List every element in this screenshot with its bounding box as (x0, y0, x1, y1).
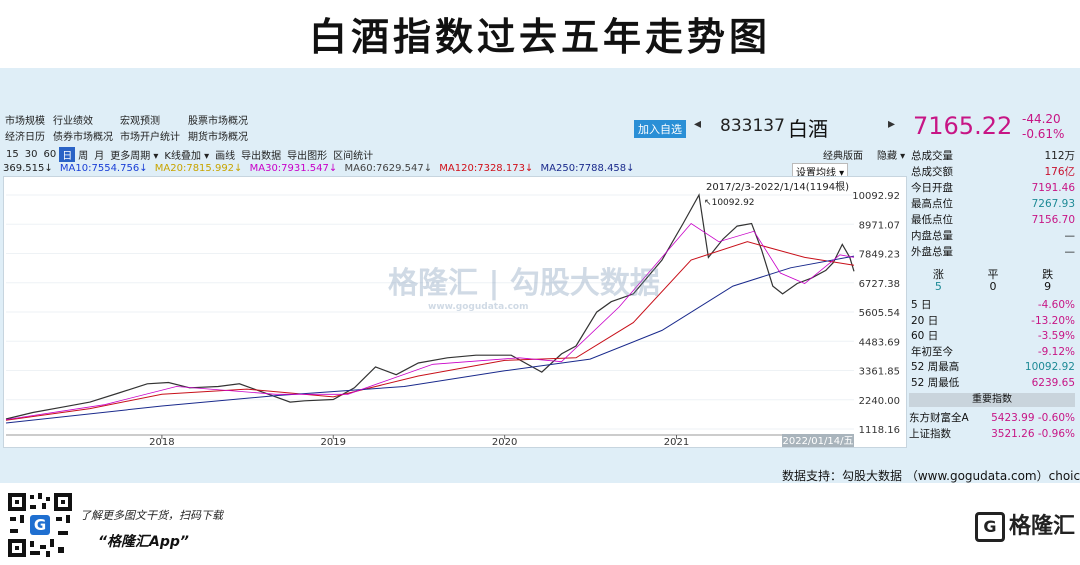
stock-code: 833137 (720, 116, 785, 136)
range-stats-button[interactable]: 区间统计 (333, 150, 374, 162)
quote-row: 最低点位 7156.70 (911, 214, 1075, 226)
y-tick-label: 8971.07 (859, 220, 900, 231)
quote-row: 总成交额 176亿 (911, 166, 1075, 178)
y-tick-label: 6727.38 (859, 279, 900, 290)
quote-row: 外盘总量 — (911, 246, 1075, 258)
series-line (5, 255, 855, 424)
link-macro-forecast[interactable]: 宏观预测 (120, 116, 160, 127)
performance-table: 5 日 -4.60% 20 日 -13.20% 60 日 -3.59% 年初至今 -9.… (911, 298, 1075, 391)
last-price: 7165.22 (913, 112, 1013, 140)
series-line (5, 241, 855, 421)
ma-legend-item: MA30:7931.547↓ (249, 163, 338, 174)
ma-legend-item: MA10:7554.756↓ (59, 163, 148, 174)
perf-row: 年初至今 -9.12% (911, 345, 1075, 358)
svg-text:G: G (34, 516, 46, 534)
index-row[interactable]: 东方财富全A 5423.99 -0.60% (909, 412, 1075, 424)
chart-svg: 10092.92 8971.07 7849.23 6727.38 5605.54 4483… (5, 191, 900, 447)
y-tick-label: 7849.23 (859, 250, 900, 261)
date-range-label: 2017/2/3-2022/1/14(1194根) (706, 178, 850, 193)
ma-legend: 369.515↓ MA10:7554.756↓ MA20:7815.992↓ M… (3, 163, 639, 174)
period-day[interactable]: 日 (59, 146, 76, 162)
perf-row: 60 日 -3.59% (911, 330, 1075, 342)
x-tick-label: 2021 (664, 437, 689, 447)
link-account-stats[interactable]: 市场开户统计 (120, 132, 180, 143)
layout-toolbar: 经典版面 隐藏 ▾ (820, 147, 908, 162)
promo-app-name: “格隆汇App” (98, 534, 189, 550)
y-tick-label: 3361.85 (859, 367, 900, 378)
price-change: -44.20 -0.61% (1022, 112, 1064, 142)
perf-row: 20 日 -13.20% (911, 314, 1075, 327)
price-chart[interactable]: 10092.92 8971.07 7849.23 6727.38 5605.54 4483… (3, 176, 907, 448)
cursor-date-label: 2022/01/14/五 (782, 436, 853, 447)
link-futures-market[interactable]: 期货市场概况 (188, 132, 248, 143)
ma-legend-item: 369.515↓ (3, 163, 53, 174)
quote-row: 内盘总量 — (911, 230, 1075, 242)
hide-dropdown[interactable]: 隐藏 ▾ (877, 150, 906, 162)
perf-row: 52 周最低 6239.65 (911, 376, 1075, 389)
index-row[interactable]: 上证指数 3521.26 -0.96% (909, 428, 1075, 440)
key-index-header: 重要指数 (909, 393, 1075, 407)
quote-row: 总成交量 112万 (911, 150, 1075, 162)
x-tick-label: 2019 (321, 437, 346, 447)
stock-name: 白酒 (788, 117, 828, 141)
perf-row: 5 日 -4.60% (911, 299, 1075, 311)
ma-legend-item: MA120:7328.173↓ (439, 163, 534, 174)
period-30[interactable]: 30 (24, 148, 38, 160)
prev-stock-icon[interactable]: ◂ (694, 116, 702, 132)
x-tick-label: 2020 (492, 437, 517, 447)
quote-row: 最高点位 7267.93 (911, 198, 1075, 210)
change-pct: -0.61% (1022, 127, 1065, 141)
logo-g-icon: G (975, 512, 1005, 542)
gelonghui-logo: G 格隆汇 (975, 508, 1075, 542)
link-stock-market[interactable]: 股票市场概况 (188, 116, 248, 127)
link-bond-market[interactable]: 债券市场概况 (53, 132, 113, 143)
export-chart-button[interactable]: 导出图形 (287, 150, 328, 162)
classic-layout-button[interactable]: 经典版面 (823, 150, 863, 162)
cursor-date-box (782, 434, 854, 447)
x-tick-label: 2018 (149, 437, 174, 447)
series-line (5, 222, 855, 420)
ma-legend-item: MA250:7788.458↓ (540, 163, 635, 174)
watermark-url: www.gogudata.com (428, 302, 529, 312)
title-band: 白酒指数过去五年走势图 (0, 0, 1080, 68)
period-60[interactable]: 60 (43, 148, 57, 160)
quote-row: 今日开盘 7191.46 (911, 182, 1075, 194)
perf-row: 52 周最高 10092.92 (911, 361, 1075, 373)
y-tick-label: 4483.69 (859, 337, 900, 348)
period-15[interactable]: 15 (6, 148, 19, 160)
y-tick-label: 2240.00 (859, 396, 900, 407)
index-table: 东方财富全A 5423.99 -0.60% 上证指数 3521.26 -0.96% (909, 410, 1075, 442)
period-week[interactable]: 周 (78, 150, 89, 162)
peak-label: ↖10092.92 (704, 198, 754, 208)
draw-line-button[interactable]: 画线 (215, 150, 236, 162)
add-watchlist-button[interactable]: 加入自选 (634, 120, 686, 138)
more-periods-dropdown[interactable]: 更多周期 ▾ (110, 150, 159, 162)
data-source-note: 数据支持：勾股大数据 （www.gogudata.com）choice (782, 469, 1080, 483)
ma-legend-item: MA20:7815.992↓ (154, 163, 243, 174)
y-tick-label: 1118.16 (859, 425, 900, 436)
change-value: -44.20 (1022, 112, 1061, 126)
period-toolbar: 15 30 60 日 周 月 更多周期 ▾ K线叠加 ▾ 画线 导出数据 导出图… (3, 146, 376, 162)
promo-text: 了解更多图文干货，扫码下载 (80, 509, 223, 522)
watermark-text: 格隆汇 | 勾股大数据 (388, 266, 660, 301)
ma-legend-item: MA60:7629.547↓ (344, 163, 433, 174)
y-tick-label: 5605.54 (859, 308, 900, 319)
k-overlay-dropdown[interactable]: K线叠加 ▾ (164, 150, 210, 162)
export-data-button[interactable]: 导出数据 (241, 150, 282, 162)
period-month[interactable]: 月 (94, 150, 105, 162)
quote-table: 总成交量 112万 总成交额 176亿 今日开盘 7191.46 最高点位 7267.9… (911, 148, 1075, 260)
qr-code: G (6, 491, 74, 559)
link-econ-calendar[interactable]: 经济日历 (5, 132, 45, 143)
link-market-scale[interactable]: 市场规模 (5, 116, 45, 127)
link-industry-perf[interactable]: 行业绩效 (53, 116, 93, 127)
page-title: 白酒指数过去五年走势图 (308, 15, 771, 59)
next-stock-icon[interactable]: ▸ (888, 116, 896, 132)
y-tick-label: 10092.92 (852, 191, 900, 202)
watermark: 格隆汇 | 勾股大数据 www.gogudata.com (388, 258, 660, 312)
